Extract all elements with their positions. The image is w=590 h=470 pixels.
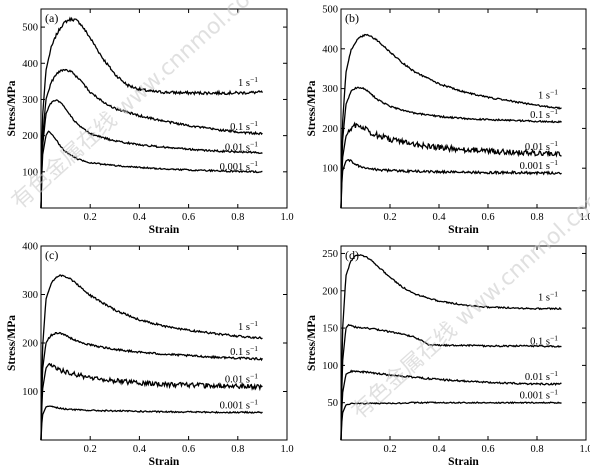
x-tick-label: 1.0 xyxy=(280,444,293,455)
y-tick-label: 150 xyxy=(322,324,338,335)
x-tick-label: 0.2 xyxy=(84,444,97,455)
x-tick-label: 0.2 xyxy=(383,444,396,455)
y-tick-label: 500 xyxy=(22,23,38,34)
y-tick-label: 250 xyxy=(322,249,338,260)
y-axis-title: Stress/MPa xyxy=(6,315,18,371)
series-line xyxy=(340,401,562,441)
series-label: 0.001 s−1 xyxy=(520,388,559,402)
series-label: 1 s−1 xyxy=(538,88,558,102)
x-tick-label: 0.4 xyxy=(432,444,446,455)
y-tick-label: 400 xyxy=(22,242,38,253)
y-tick-label: 100 xyxy=(22,387,38,398)
x-axis-title: Strain xyxy=(149,456,180,468)
x-tick-label: 1.0 xyxy=(579,212,590,223)
watermark-text: 有色金属在线 www.cnnmol.com xyxy=(7,0,271,214)
plot-frame xyxy=(40,8,288,209)
x-tick-label: 0.2 xyxy=(84,212,97,223)
x-tick-label: 0.4 xyxy=(432,212,446,223)
chart-panel: 0.2 0.4 0.6 0.8 1.0 100 200 300 400 500 Strain Stre… xyxy=(306,5,590,237)
y-axis-title: Stress/MPa xyxy=(6,80,18,136)
x-tick-label: 0.2 xyxy=(383,212,396,223)
series-label: 0.001 s−1 xyxy=(220,397,259,411)
series-label: 1 s−1 xyxy=(238,319,258,333)
series-line xyxy=(40,405,263,441)
y-tick-label: 400 xyxy=(322,44,338,55)
x-axis-title: Strain xyxy=(448,224,479,236)
x-axis-title: Strain xyxy=(448,456,479,468)
series-label: 0.001 s−1 xyxy=(520,158,559,172)
series-label: 0.01 s−1 xyxy=(525,369,558,383)
series-label: 0.001 s−1 xyxy=(220,159,259,173)
y-tick-label: 100 xyxy=(322,361,338,372)
series-line xyxy=(40,68,263,209)
x-tick-label: 0.8 xyxy=(530,444,543,455)
y-tick-label: 300 xyxy=(22,290,38,301)
y-tick-label: 200 xyxy=(22,131,38,142)
series-line xyxy=(340,369,562,441)
series-line xyxy=(340,121,562,209)
series-line xyxy=(340,86,562,209)
x-tick-label: 0.8 xyxy=(231,444,244,455)
y-tick-label: 100 xyxy=(22,167,38,178)
panel-label: (a) xyxy=(45,11,58,25)
y-tick-label: 50 xyxy=(328,398,339,409)
x-axis-title: Strain xyxy=(149,224,180,236)
series-line xyxy=(40,99,263,209)
y-tick-label: 200 xyxy=(22,339,38,350)
y-tick-label: 200 xyxy=(322,124,338,135)
y-axis-title: Stress/MPa xyxy=(306,80,318,136)
series-label: 1 s−1 xyxy=(238,75,258,89)
x-tick-label: 0.6 xyxy=(182,212,195,223)
plot-frame xyxy=(40,245,288,441)
series-line xyxy=(40,16,263,209)
series-label: 0.1 s−1 xyxy=(230,344,258,358)
plot-frame xyxy=(340,8,587,209)
chart-panel: 0.2 0.4 0.6 0.8 1.0 100 200 300 400 Strain Stress/… xyxy=(6,242,294,469)
panel-label: (d) xyxy=(345,248,359,262)
chart-panel: 0.2 0.4 0.6 0.8 1.0 100 200 300 400 500 Strain Stre… xyxy=(6,8,294,236)
series-label: 0.01 s−1 xyxy=(225,372,258,386)
y-tick-label: 100 xyxy=(322,164,338,175)
x-tick-label: 0.8 xyxy=(530,212,543,223)
series-line xyxy=(40,130,263,209)
x-tick-label: 1.0 xyxy=(280,212,293,223)
x-tick-label: 0.6 xyxy=(481,444,494,455)
series-line xyxy=(340,323,562,441)
series-line xyxy=(40,362,263,441)
panel-label: (b) xyxy=(345,11,359,25)
y-tick-label: 300 xyxy=(22,95,38,106)
y-axis-title: Stress/MPa xyxy=(306,315,318,371)
series-label: 0.01 s−1 xyxy=(525,139,558,153)
series-label: 0.1 s−1 xyxy=(530,107,558,121)
x-tick-label: 0.8 xyxy=(231,212,244,223)
series-label: 0.1 s−1 xyxy=(230,119,258,133)
y-tick-label: 400 xyxy=(22,59,38,70)
series-line xyxy=(340,254,562,441)
x-tick-label: 1.0 xyxy=(579,444,590,455)
series-label: 0.1 s−1 xyxy=(530,334,558,348)
y-tick-label: 300 xyxy=(322,84,338,95)
plot-frame xyxy=(340,245,587,441)
series-label: 0.01 s−1 xyxy=(225,140,258,154)
x-tick-label: 0.6 xyxy=(481,212,494,223)
series-line xyxy=(340,158,562,209)
series-line xyxy=(340,33,562,209)
panel-label: (c) xyxy=(45,248,58,262)
series-line xyxy=(40,331,263,441)
y-tick-label: 500 xyxy=(322,5,338,16)
x-tick-label: 0.4 xyxy=(133,444,147,455)
chart-panel: 0.2 0.4 0.6 0.8 1.0 50 100 150 200 250 Strain Stres… xyxy=(306,245,590,468)
y-tick-label: 200 xyxy=(322,286,338,297)
x-tick-label: 0.4 xyxy=(133,212,147,223)
series-line xyxy=(40,274,263,441)
series-label: 1 s−1 xyxy=(538,290,558,304)
x-tick-label: 0.6 xyxy=(182,444,195,455)
